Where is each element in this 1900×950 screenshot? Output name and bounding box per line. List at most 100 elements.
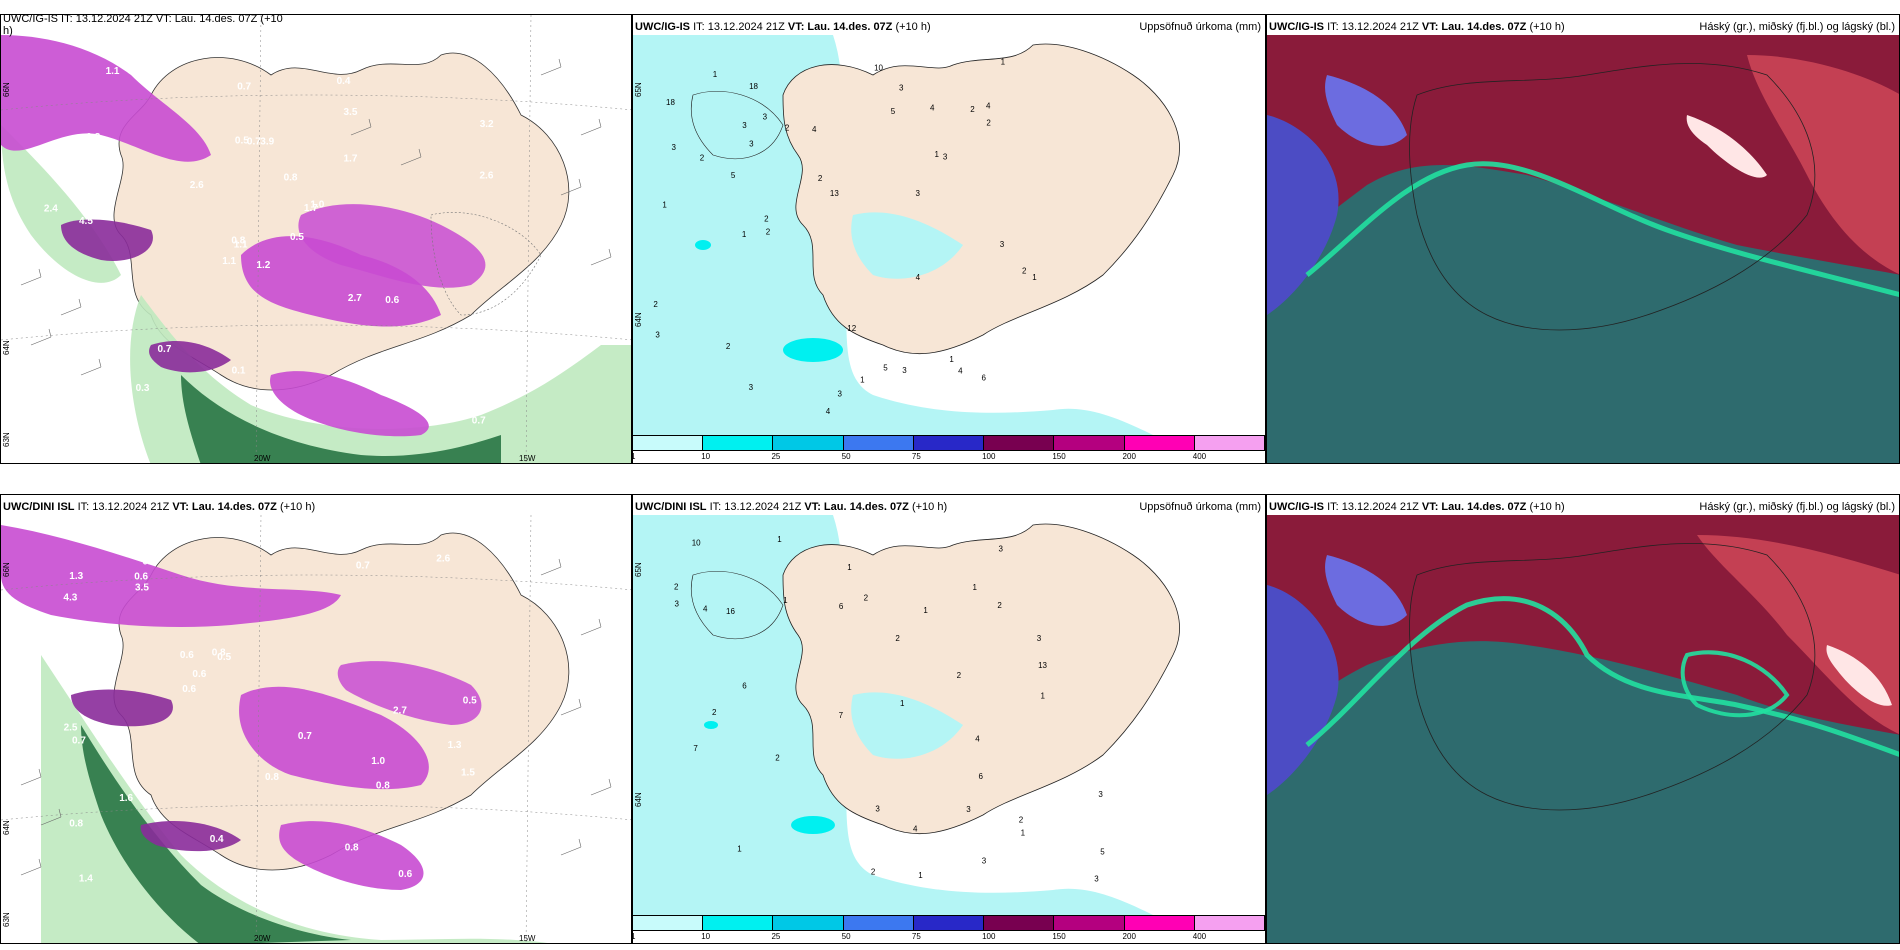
contour-label: 1.4 [79,874,93,885]
contour-label: 0.6 [182,684,196,695]
precip-high-west [704,721,718,729]
precip-west-fjords [690,570,784,639]
precip-colorbar: 1 10 25 50 75 100 150 200 400 [633,915,1265,943]
precip-value: 1 [742,230,747,239]
cloud-high-pink [1697,535,1899,735]
lat-label-66n: 66N [2,562,11,577]
lat-label-64n: 64N [634,792,643,807]
lat-label-65n: 65N [634,562,643,577]
cloud-low-boundary [1305,161,1899,298]
precip-value: 1 [847,563,852,572]
precip-value: 1 [1001,58,1006,67]
precip-wind-map: 1.2 1.2 1.1 1.6 1.7 0.7 0.4 3.9 3.5 0.5 1.1 0.7 4.5 3… [1,15,631,463]
contour-label: 2.7 [393,705,407,716]
contour-label: 1.0 [103,422,117,433]
contour-label: 0.3 [136,383,150,394]
precip-value: 1 [923,606,928,615]
purple-precip-east [337,661,482,725]
contour-label: 2.6 [436,554,450,565]
colorbar-label: 100 [982,452,996,461]
lon-label-20w: 20W [254,454,271,463]
contour-label: 1.7 [304,203,318,214]
colorbar-cell [633,436,704,450]
contour-label: 1.2 [76,140,90,151]
contour-label: 2.0 [336,541,350,552]
purple-precip-sw [71,689,173,727]
contour-label: 1.4 [95,341,109,352]
contour-label: 1.6 [119,793,133,804]
precip-value: 2 [764,214,769,223]
lat-label-63n: 63N [2,912,11,927]
panel-row2-precip-wind: UWC/DINI ISL IT: 13.12.2024 21Z VT: Lau.… [0,494,632,944]
colorbar-cell [703,436,774,450]
contour-label: 0.7 [72,736,86,747]
precip-value: 2 [957,671,962,680]
precip-value: 4 [930,103,935,112]
lat-label-65n: 65N [634,82,643,97]
panel-title: UWC/DINI ISL IT: 13.12.2024 21Z VT: Lau.… [635,501,948,513]
colorbar-label: 100 [982,932,996,941]
precip-inland [851,692,963,759]
contour-label: 1.5 [461,767,475,778]
precip-value: 2 [785,124,790,133]
precip-value: 18 [666,98,675,107]
precip-value: 3 [1098,790,1103,799]
colorbar-label: 400 [1192,932,1207,941]
precip-west-fjords [690,90,784,159]
purple-precip-se [279,821,424,890]
panel-field-name: Háský (gr.), miðský (fj.bl.) og lágský (… [1699,501,1895,513]
precip-value: 2 [775,754,780,763]
colorbar-cell [843,436,914,450]
precip-value: 2 [674,583,679,592]
lon-label-15w: 15W [519,454,536,463]
contour-label: 2.6 [480,171,494,182]
contour-label: 1.3 [448,740,462,751]
precip-value: 1 [737,845,742,854]
cloud-cover-map [1267,35,1899,463]
precip-value: 2 [653,300,658,309]
colorbar-label: 1 [633,932,635,941]
contour-label: 0.8 [212,647,226,658]
precip-value: 2 [726,342,731,351]
purple-precip-se [270,371,429,437]
contour-label: 2.6 [190,180,204,191]
precip-value: 3 [982,857,987,866]
contour-label: 1.0 [310,200,324,211]
contour-label: 1.0 [371,756,385,767]
precip-value: 10 [874,63,883,72]
lat-label-66n: 66N [2,82,11,97]
contour-label: 0.8 [86,132,100,143]
precip-value: 1 [949,355,954,364]
precip-high-south [791,816,835,834]
colorbar-cell [773,916,844,930]
precip-value: 2 [895,634,900,643]
precip-value: 1 [713,70,718,79]
precip-value: 2 [1022,266,1027,275]
graticule [1,514,631,943]
precip-value: 2 [1019,815,1024,824]
precip-value: 2 [986,119,991,128]
panel-row2-accum-precip: UWC/DINI ISL IT: 13.12.2024 21Z VT: Lau.… [632,494,1266,944]
precip-value: 6 [982,373,987,382]
colorbar-label: 10 [701,452,711,461]
contour-label: 0.8 [345,843,359,854]
colorbar-cells [633,435,1265,451]
precip-value: 7 [839,711,844,720]
colorbar-cell [913,436,985,450]
contour-label: 0.8 [265,772,279,783]
precip-inland [851,212,963,279]
panel-title: UWC/IG-IS IT: 13.12.2024 21Z VT: Lau. 14… [1269,21,1565,33]
colorbar-cell [984,916,1055,930]
contour-label: 3.9 [260,136,274,147]
panel-row1-precip-wind: UWC/IG-IS IT: 13.12.2024 21Z VT: Lau. 14… [0,14,632,464]
precip-value: 3 [899,84,904,93]
contour-label: 2.7 [348,293,362,304]
purple-precip-north [1,525,341,627]
contour-label: 0.8 [69,818,83,829]
accum-precip-map: 2123221167214452334633271316103111231261… [633,495,1265,917]
contour-label: 0.4 [312,908,326,919]
colorbar-cell [984,436,1055,450]
contour-label: 0.7 [247,137,261,148]
precip-value: 5 [891,107,896,116]
contour-label: 4.3 [63,592,77,603]
